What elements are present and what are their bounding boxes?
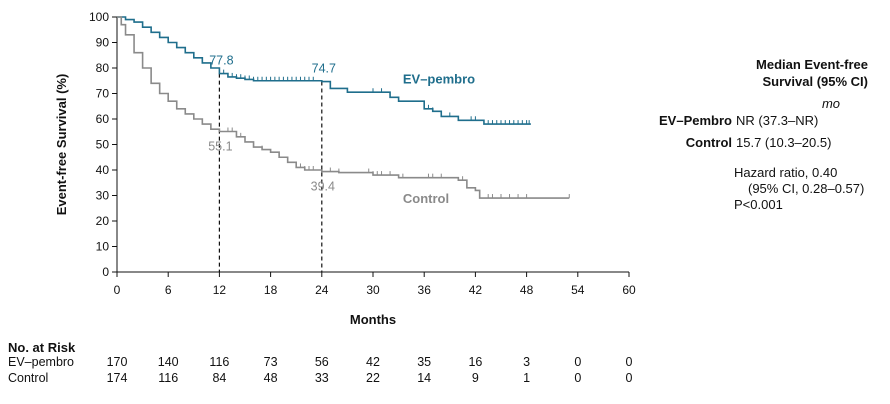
legend-row-name: EV–Pembro bbox=[659, 113, 732, 128]
x-tick-label: 36 bbox=[418, 283, 432, 297]
risk-value: 0 bbox=[574, 355, 582, 369]
hazard-ratio-ci: (95% CI, 0.28–0.57) bbox=[748, 181, 865, 196]
y-tick-label: 20 bbox=[96, 214, 110, 228]
legend-unit: mo bbox=[821, 96, 840, 111]
y-tick-label: 40 bbox=[96, 163, 110, 177]
landmark-dashes bbox=[218, 73, 323, 272]
risk-value: 3 bbox=[523, 355, 531, 369]
risk-value: 170 bbox=[106, 355, 128, 369]
risk-row-control: Control 174 116 84 48 33 22 14 9 1 0 0 bbox=[8, 371, 888, 387]
risk-value: 16 bbox=[468, 355, 483, 369]
annotation-label: 55.1 bbox=[208, 139, 232, 153]
hazard-ratio-block: Hazard ratio, 0.40 (95% CI, 0.28–0.57) P… bbox=[734, 165, 880, 213]
y-tick-label: 30 bbox=[96, 189, 110, 203]
risk-value: 14 bbox=[417, 371, 432, 385]
curve-control bbox=[117, 16, 570, 199]
y-tick-label: 0 bbox=[102, 265, 109, 279]
legend-row-name: Control bbox=[685, 135, 732, 150]
risk-row-name: Control bbox=[8, 371, 49, 385]
legend-row-value: NR (37.3–NR) bbox=[736, 113, 819, 128]
risk-value: 140 bbox=[157, 355, 179, 369]
y-tick-label: 50 bbox=[96, 138, 110, 152]
x-axis-label: Months bbox=[350, 312, 396, 327]
series-label-control: Control bbox=[403, 191, 449, 206]
risk-value: 0 bbox=[574, 371, 582, 385]
x-tick-label: 30 bbox=[366, 283, 380, 297]
risk-value: 35 bbox=[417, 355, 432, 369]
risk-value: 33 bbox=[314, 371, 329, 385]
y-tick-label: 90 bbox=[96, 36, 110, 50]
risk-value: 1 bbox=[523, 371, 531, 385]
annotations: 77.8 74.7 55.1 39.4 bbox=[208, 54, 336, 194]
legend-title-line1: Median Event-free bbox=[756, 57, 868, 72]
risk-value: 84 bbox=[212, 371, 227, 385]
series-label-evpembro: EV–pembro bbox=[403, 71, 475, 86]
risk-value: 116 bbox=[209, 355, 230, 369]
risk-value: 0 bbox=[625, 355, 633, 369]
hazard-ratio: Hazard ratio, 0.40 bbox=[734, 165, 838, 180]
x-tick-label: 6 bbox=[165, 283, 172, 297]
risk-value: 22 bbox=[366, 371, 380, 385]
x-tick-label: 0 bbox=[114, 283, 121, 297]
risk-value: 56 bbox=[314, 355, 329, 369]
y-tick-label: 70 bbox=[96, 87, 110, 101]
legend-title-line2: Survival (95% CI) bbox=[762, 74, 869, 89]
x-tick-label: 48 bbox=[520, 283, 534, 297]
risk-value: 174 bbox=[106, 371, 128, 385]
risk-row-evpembro: EV–pembro 170 140 116 73 56 42 35 16 3 0 0 bbox=[8, 355, 888, 371]
y-tick-label: 100 bbox=[89, 10, 109, 24]
risk-value: 73 bbox=[263, 355, 278, 369]
annotation-label: 74.7 bbox=[312, 62, 336, 76]
risk-table-title: No. at Risk bbox=[8, 340, 76, 355]
x-tick-label: 24 bbox=[315, 283, 329, 297]
risk-value: 0 bbox=[625, 371, 633, 385]
legend-row-value: 15.7 (10.3–20.5) bbox=[736, 135, 832, 150]
legend-row-evpembro: EV–Pembro NR (37.3–NR) bbox=[640, 113, 880, 133]
risk-row-name: EV–pembro bbox=[8, 355, 75, 369]
annotation-label: 77.8 bbox=[209, 54, 233, 68]
annotation-label: 39.4 bbox=[311, 180, 335, 194]
risk-table: No. at Risk EV–pembro 170 140 116 73 56 42 35 1… bbox=[8, 340, 888, 387]
risk-value: 9 bbox=[471, 371, 479, 385]
legend-row-control: Control 15.7 (10.3–20.5) bbox=[640, 135, 880, 155]
x-tick-label: 42 bbox=[469, 283, 483, 297]
median-legend: Median Event-free Survival (95% CI) mo E… bbox=[640, 56, 880, 213]
p-value: P<0.001 bbox=[734, 197, 783, 212]
y-axis-label: Event-free Survival (%) bbox=[54, 74, 69, 216]
risk-value: 42 bbox=[366, 355, 380, 369]
x-tick-label: 60 bbox=[622, 283, 636, 297]
y-tick-label: 60 bbox=[96, 112, 110, 126]
y-tick-label: 10 bbox=[96, 240, 110, 254]
axes: 0 10 20 30 40 50 60 70 80 90 100 0 6 12 18 24 30 36 42 48 54… bbox=[89, 10, 636, 297]
curves: EV–pembro Control bbox=[117, 16, 570, 206]
risk-value: 48 bbox=[263, 371, 278, 385]
y-tick-label: 80 bbox=[96, 61, 110, 75]
risk-value: 116 bbox=[158, 371, 179, 385]
x-tick-label: 12 bbox=[213, 283, 227, 297]
x-tick-label: 54 bbox=[571, 283, 585, 297]
x-tick-label: 18 bbox=[264, 283, 278, 297]
